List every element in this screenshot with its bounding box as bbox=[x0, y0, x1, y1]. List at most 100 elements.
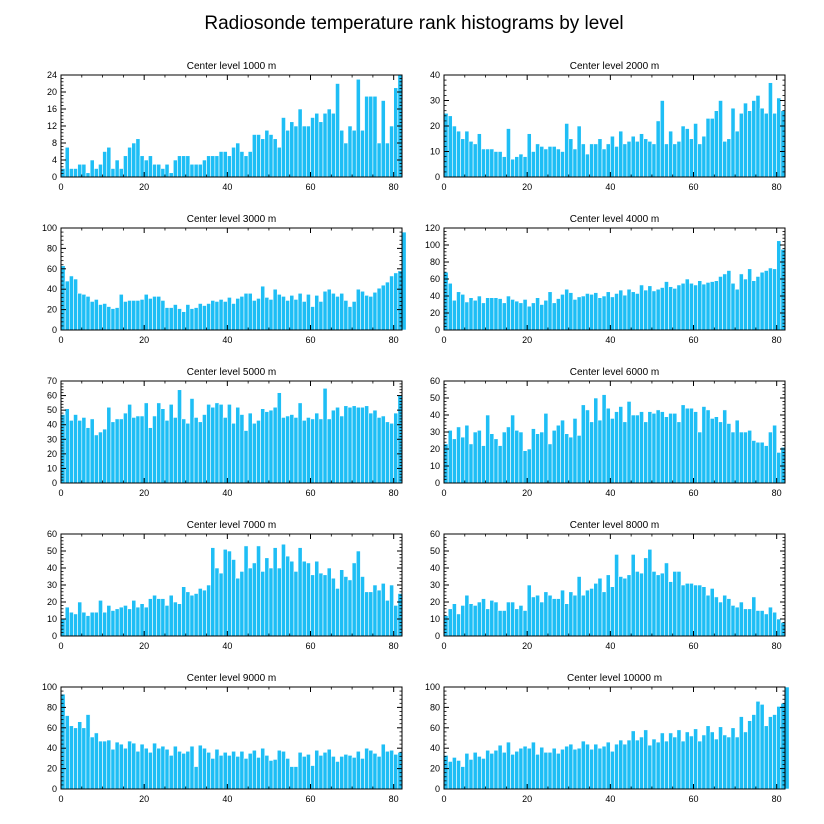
histogram-bar bbox=[709, 731, 715, 790]
histogram-bar bbox=[497, 151, 503, 178]
histogram-bar bbox=[776, 240, 782, 331]
histogram-bar bbox=[664, 740, 669, 790]
histogram-bar bbox=[127, 740, 133, 790]
histogram-bar bbox=[60, 265, 66, 331]
histogram-bar bbox=[380, 284, 386, 331]
histogram-bar bbox=[102, 151, 108, 178]
y-tick-label: 120 bbox=[425, 223, 440, 233]
histogram-bar bbox=[676, 141, 682, 178]
histogram-bar bbox=[268, 299, 274, 331]
histogram-bar bbox=[156, 747, 162, 790]
histogram-bar bbox=[705, 725, 711, 790]
panel-title: Center level 5000 m bbox=[187, 367, 277, 378]
histogram-bar bbox=[227, 404, 232, 484]
histogram-bar bbox=[555, 148, 561, 178]
histogram-bar bbox=[501, 302, 507, 331]
histogram-bar bbox=[372, 409, 378, 484]
histogram-bar bbox=[680, 584, 686, 637]
histogram-bar bbox=[127, 146, 133, 178]
histogram-bar bbox=[518, 431, 524, 484]
histogram-bar bbox=[206, 584, 212, 637]
y-tick-label: 40 bbox=[430, 70, 440, 80]
panel-2: Center level 2000 m 0 20 40 60 80 0 10 20 30 40 bbox=[430, 61, 786, 192]
histogram-bar bbox=[722, 409, 728, 484]
histogram-bar bbox=[622, 143, 628, 178]
histogram-bar bbox=[330, 577, 336, 637]
y-tick-label: 30 bbox=[47, 434, 57, 444]
histogram-bar bbox=[168, 755, 174, 790]
histogram-bar bbox=[131, 417, 137, 484]
histogram-bar bbox=[135, 138, 141, 178]
histogram-bar bbox=[697, 143, 703, 178]
y-tick-label: 80 bbox=[47, 243, 57, 253]
histogram-bar bbox=[464, 130, 470, 178]
histogram-bar bbox=[301, 420, 307, 484]
histogram-bar bbox=[572, 148, 578, 178]
x-tick-label: 80 bbox=[389, 641, 399, 651]
histogram-bar bbox=[235, 298, 241, 331]
histogram-bar bbox=[572, 418, 578, 484]
histogram-bar bbox=[89, 611, 95, 637]
histogram-bar bbox=[751, 596, 757, 637]
histogram-bar bbox=[709, 118, 715, 178]
histogram-bar bbox=[751, 440, 757, 484]
histogram-bar bbox=[576, 125, 582, 178]
histogram-bar bbox=[701, 283, 707, 331]
histogram-bar bbox=[397, 751, 403, 790]
histogram-bar bbox=[318, 572, 324, 637]
y-tick-label: 80 bbox=[47, 702, 57, 712]
histogram-bar bbox=[464, 424, 470, 484]
histogram-bar bbox=[697, 431, 703, 484]
histogram-bar bbox=[181, 418, 187, 484]
histogram-bar bbox=[618, 130, 624, 178]
x-tick-label: 20 bbox=[139, 335, 149, 345]
histogram-bar bbox=[214, 155, 220, 178]
histogram-bar bbox=[64, 146, 70, 178]
y-tick-label: 20 bbox=[430, 308, 440, 318]
histogram-bar bbox=[297, 292, 303, 331]
histogram-bar bbox=[326, 748, 332, 790]
histogram-bar bbox=[297, 402, 303, 484]
histogram-bar bbox=[668, 732, 674, 790]
histogram-bar bbox=[181, 752, 187, 790]
histogram-bar bbox=[73, 613, 78, 637]
histogram-bar bbox=[160, 745, 166, 790]
plot-frame bbox=[443, 686, 786, 790]
x-tick-label: 60 bbox=[689, 335, 699, 345]
histogram-bar bbox=[172, 745, 178, 790]
histogram-bar bbox=[535, 754, 540, 790]
histogram-bar bbox=[664, 143, 669, 178]
histogram-bar bbox=[185, 750, 191, 790]
histogram-bar bbox=[69, 725, 74, 790]
histogram-bar bbox=[597, 138, 603, 178]
histogram-bar bbox=[560, 151, 565, 178]
histogram-bar bbox=[177, 750, 182, 790]
x-tick-label: 0 bbox=[441, 335, 446, 345]
panel-title: Center level 4000 m bbox=[570, 214, 660, 225]
histogram-bar bbox=[676, 571, 682, 637]
histogram-bar bbox=[227, 297, 232, 331]
histogram-bar bbox=[156, 402, 162, 484]
histogram-bar bbox=[193, 307, 199, 331]
histogram-bar bbox=[231, 559, 236, 637]
histogram-bar bbox=[572, 594, 578, 637]
histogram-bar bbox=[531, 151, 536, 178]
histogram-bar bbox=[239, 151, 245, 178]
histogram-bar bbox=[485, 414, 491, 484]
histogram-bar bbox=[452, 438, 457, 484]
histogram-bar bbox=[730, 727, 736, 790]
histogram-bar bbox=[197, 588, 203, 637]
histogram-bar bbox=[343, 754, 349, 790]
histogram-bar bbox=[510, 414, 516, 484]
y-tick-label: 60 bbox=[430, 274, 440, 284]
histogram-bar bbox=[539, 746, 545, 790]
histogram-bar bbox=[285, 129, 291, 178]
histogram-bar bbox=[551, 302, 557, 331]
y-tick-label: 60 bbox=[430, 376, 440, 386]
histogram-bar bbox=[181, 155, 187, 178]
histogram-bar bbox=[393, 754, 399, 790]
histogram-bar bbox=[214, 301, 220, 331]
histogram-bar bbox=[289, 295, 295, 331]
histogram-bar bbox=[713, 110, 719, 178]
histogram-bar bbox=[276, 392, 282, 484]
